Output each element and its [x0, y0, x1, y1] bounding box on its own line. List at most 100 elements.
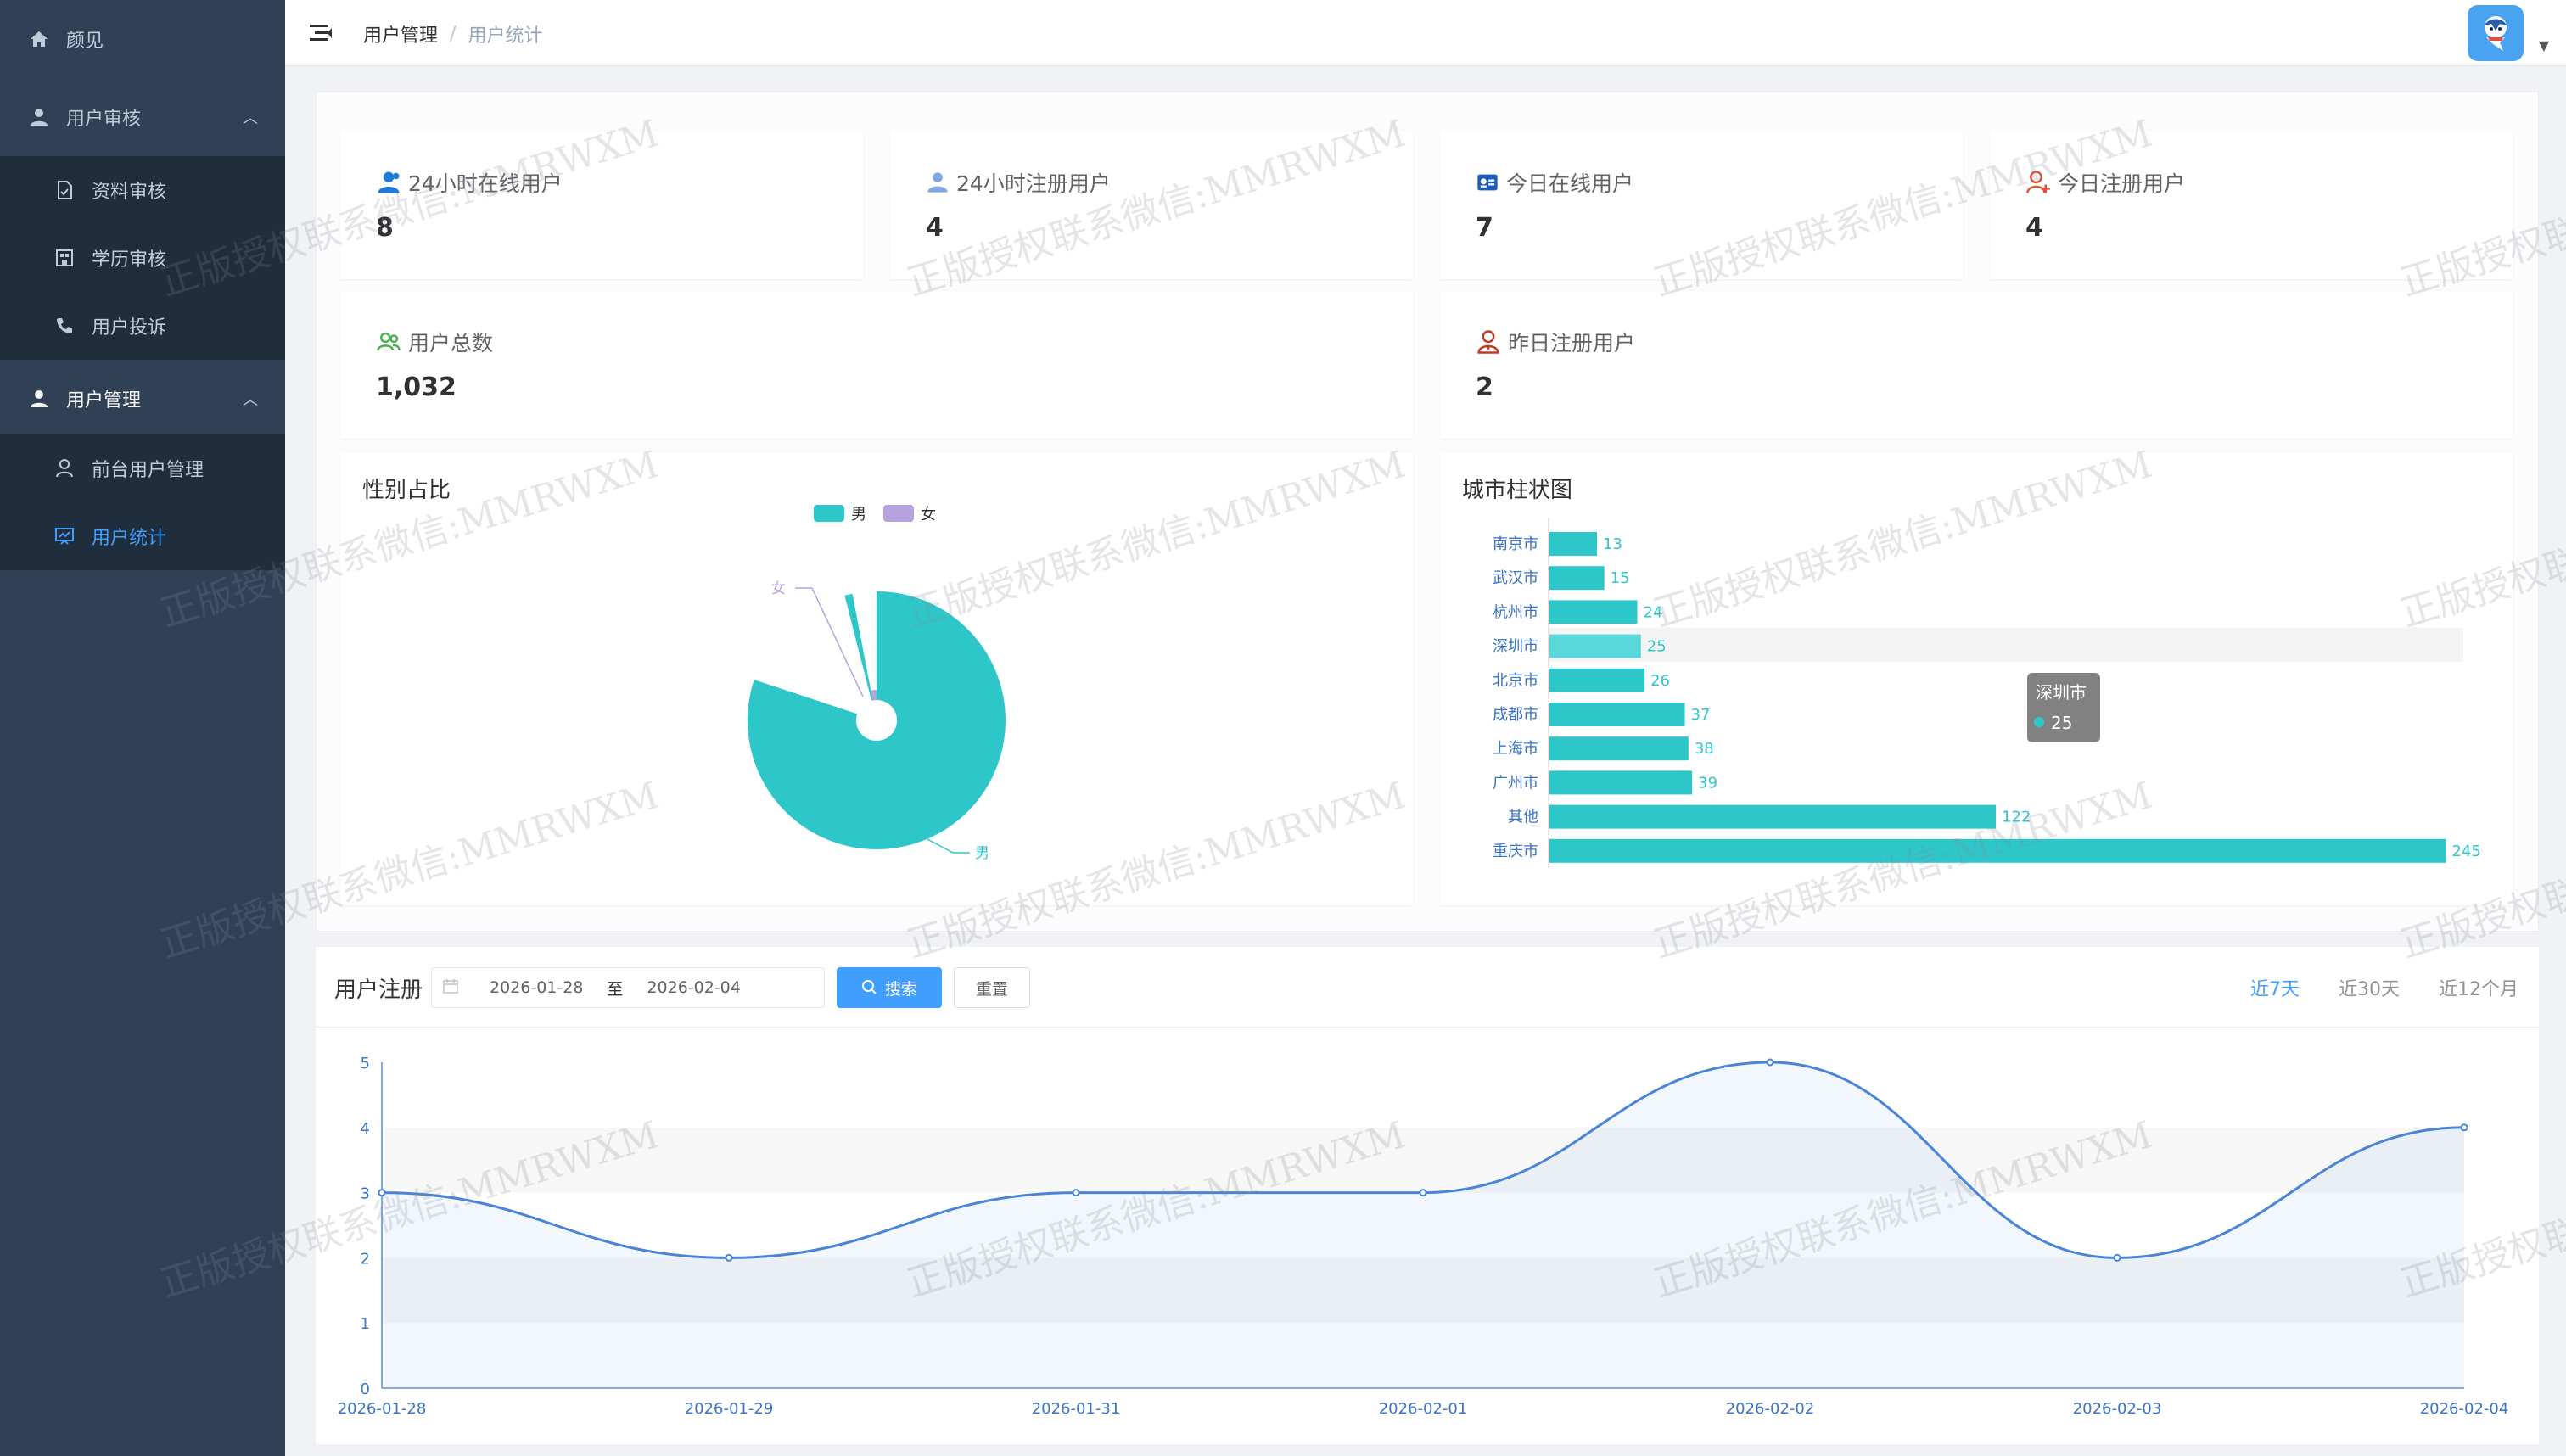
line-point[interactable] — [378, 1189, 386, 1197]
line-point[interactable] — [1419, 1189, 1427, 1197]
bar-5[interactable] — [1549, 703, 1685, 726]
breadcrumb-item[interactable]: 用户管理 — [363, 25, 439, 47]
line-point[interactable] — [2113, 1253, 2121, 1262]
stat-value: 4 — [2025, 213, 2043, 243]
avatar[interactable] — [2468, 5, 2524, 61]
y-tick-label: 0 — [361, 1380, 370, 1398]
line-point[interactable] — [2460, 1123, 2468, 1132]
reset-button[interactable]: 重置 — [954, 967, 1030, 1008]
stat-card-today-online: 今日在线用户 7 — [1440, 132, 1963, 279]
y-tick-label: 5 — [361, 1055, 370, 1072]
bar-value-label: 245 — [2451, 843, 2480, 860]
date-range-picker[interactable]: 2026-01-28 至 2026-02-04 — [431, 967, 825, 1008]
pie-label-female: 女 — [771, 580, 786, 597]
period-7-days[interactable]: 近7天 — [2250, 979, 2300, 1000]
x-tick-label: 2026-02-03 — [2073, 1400, 2162, 1418]
gender-chart-card: 性别占比 男 女 女男 — [340, 452, 1413, 905]
legend-swatch-female[interactable] — [883, 505, 914, 522]
registration-title: 用户注册 — [334, 977, 423, 1003]
pie-gap — [750, 591, 877, 720]
line-point[interactable] — [1766, 1058, 1774, 1067]
dashboard-panel: 24小时在线用户 8 24小时注册用户 4 今日在线用户 7 今日注册用户 4 … — [316, 92, 2539, 932]
stat-title: 今日在线用户 — [1506, 171, 1634, 196]
gender-pie-chart[interactable]: 男 女 女男 — [340, 452, 1413, 905]
bar-6[interactable] — [1549, 736, 1689, 761]
stat-title: 用户总数 — [408, 331, 494, 356]
registration-card: 用户注册 2026-01-28 至 2026-02-04 搜索 重置 近7天 近… — [316, 947, 2539, 1444]
end-date-input[interactable]: 2026-02-04 — [647, 978, 741, 997]
hamburger-icon[interactable] — [307, 19, 336, 48]
pie-center-hole — [856, 700, 897, 741]
legend-label-male[interactable]: 男 — [851, 506, 866, 524]
legend-swatch-male[interactable] — [814, 505, 844, 522]
sidebar-item-user-review[interactable]: 用户审核 ︿ — [0, 78, 285, 156]
chevron-up-icon: ︿ — [243, 391, 258, 409]
bar-9[interactable] — [1549, 838, 2446, 863]
bar-value-label: 39 — [1698, 774, 1717, 792]
sidebar-item-label: 用户管理 — [66, 390, 142, 412]
bar-7[interactable] — [1549, 770, 1693, 795]
sidebar-item-profile-review[interactable]: 资料审核 — [0, 156, 285, 224]
stat-card-total-users: 用户总数 1,032 — [340, 291, 1413, 439]
chart-screen-icon — [53, 524, 76, 548]
bar-3[interactable] — [1549, 634, 1641, 658]
sidebar-item-label: 用户审核 — [66, 109, 142, 130]
caret-down-icon[interactable]: ▼ — [2538, 37, 2549, 53]
bar-value-label: 122 — [2002, 809, 2031, 826]
sidebar-item-education-review[interactable]: 学历审核 — [0, 224, 285, 292]
stat-title: 昨日注册用户 — [1508, 331, 1636, 356]
line-point[interactable] — [1072, 1189, 1080, 1197]
sidebar-item-user-management[interactable]: 用户管理 ︿ — [0, 360, 285, 438]
building-icon — [53, 246, 76, 270]
bar-2[interactable] — [1549, 600, 1638, 624]
bar-8[interactable] — [1549, 804, 1997, 829]
sidebar-item-frontend-users[interactable]: 前台用户管理 — [0, 434, 285, 502]
pie-slice-female[interactable] — [871, 690, 877, 701]
tooltip-label: 深圳市 — [2036, 682, 2087, 703]
stat-value: 2 — [1476, 372, 1493, 402]
grid-band — [382, 1062, 2464, 1128]
bar-1[interactable] — [1549, 566, 1605, 591]
stat-value: 8 — [376, 213, 394, 243]
user-icon — [27, 387, 51, 411]
home-icon — [27, 27, 51, 51]
period-12-months[interactable]: 近12个月 — [2439, 979, 2518, 1000]
y-tick-label: 3 — [361, 1185, 370, 1203]
start-date-input[interactable]: 2026-01-28 — [490, 978, 584, 997]
sidebar: 颜见 用户审核 ︿ 资料审核 学历审核 用户投诉 用户管理 ︿ — [0, 0, 285, 1456]
stat-title: 24小时注册用户 — [956, 171, 1111, 196]
stat-card-yesterday-registered: 昨日注册用户 2 — [1440, 291, 2513, 439]
search-button[interactable]: 搜索 — [837, 967, 942, 1008]
bar-value-label: 25 — [1647, 638, 1667, 656]
sidebar-item-label: 用户统计 — [92, 528, 167, 549]
bar-0[interactable] — [1549, 532, 1598, 556]
sidebar-item-user-stats[interactable]: 用户统计 — [0, 502, 285, 570]
stat-value: 7 — [1476, 213, 1493, 243]
city-bar-chart[interactable]: 南京市 13 武汉市 15 杭州市 24 深圳市 25 北京市 26 成都市 37 上海市 38 广州市 39… — [1440, 452, 2513, 905]
bar-category-label: 其他 — [1508, 809, 1538, 826]
legend-label-female[interactable]: 女 — [921, 506, 936, 524]
pie-leader-line-male — [927, 838, 970, 854]
user-add-icon — [2026, 171, 2050, 193]
pie-leader-line-female — [795, 587, 864, 697]
bar-hover-shadow — [1549, 627, 2463, 662]
sidebar-item-overview[interactable]: 颜见 — [0, 0, 285, 78]
user-online-icon — [378, 171, 400, 193]
grid-band — [382, 1127, 2464, 1193]
line-point[interactable] — [725, 1253, 733, 1262]
search-button-label: 搜索 — [884, 979, 917, 999]
sidebar-item-complaints[interactable]: 用户投诉 — [0, 292, 285, 360]
bar-value-label: 24 — [1643, 603, 1662, 621]
bar-4[interactable] — [1549, 668, 1645, 692]
x-tick-label: 2026-02-01 — [1379, 1400, 1468, 1418]
sidebar-item-label: 颜见 — [66, 31, 104, 52]
gender-chart-title: 性别占比 — [362, 478, 451, 503]
pie-label-male: 男 — [975, 845, 989, 862]
x-tick-label: 2026-02-02 — [1726, 1400, 1815, 1418]
city-chart-title: 城市柱状图 — [1462, 478, 1573, 503]
registration-line-chart[interactable]: 0 1 2 3 4 5 2026-01-28 2026-01-29 2026-01-31 2026… — [316, 947, 2539, 1444]
phone-icon — [53, 314, 76, 338]
grid-band — [382, 1257, 2464, 1324]
snow-mascot-icon — [2485, 16, 2507, 51]
period-30-days[interactable]: 近30天 — [2339, 979, 2400, 1000]
